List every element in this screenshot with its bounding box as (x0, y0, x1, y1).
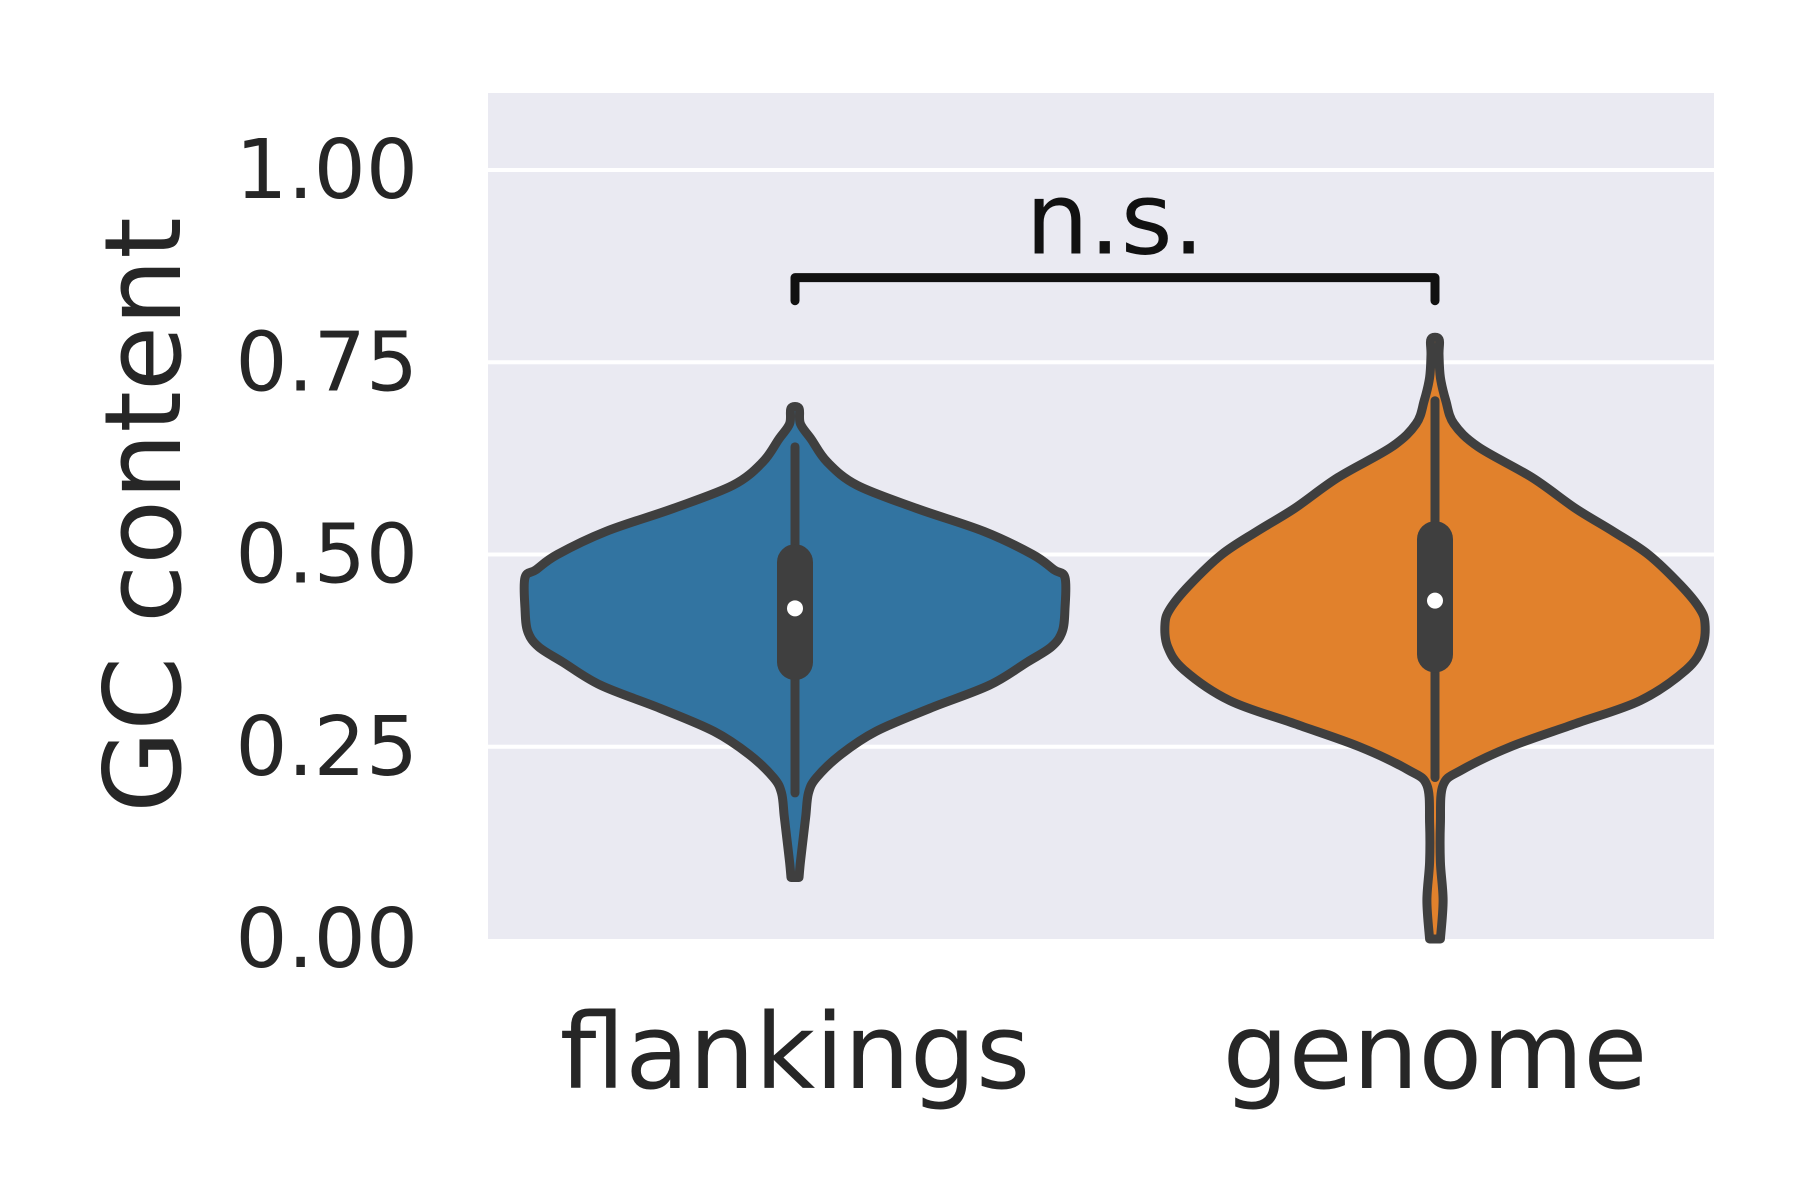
y-tick-label: 1.00 (235, 123, 418, 218)
violins (519, 332, 1710, 944)
y-tick-label: 0.75 (235, 315, 418, 410)
significance-annotation: n.s. (790, 161, 1440, 306)
y-tick-label: 0.50 (235, 508, 418, 603)
violin-flankings (519, 401, 1071, 882)
significance-label: n.s. (1025, 161, 1204, 278)
x-category-labels: flankings genome (560, 991, 1648, 1113)
significance-bracket (790, 273, 1440, 306)
x-category-label: genome (1223, 991, 1648, 1113)
y-tick-label: 0.00 (235, 892, 418, 987)
violin-genome (1160, 332, 1710, 944)
y-axis-label: GC content (82, 217, 205, 813)
y-tick-label: 0.25 (235, 700, 418, 795)
median-marker (787, 600, 803, 617)
median-marker (1427, 592, 1443, 609)
y-tick-labels: 0.00 0.25 0.50 0.75 1.00 (235, 123, 418, 987)
x-category-label: flankings (560, 991, 1030, 1113)
